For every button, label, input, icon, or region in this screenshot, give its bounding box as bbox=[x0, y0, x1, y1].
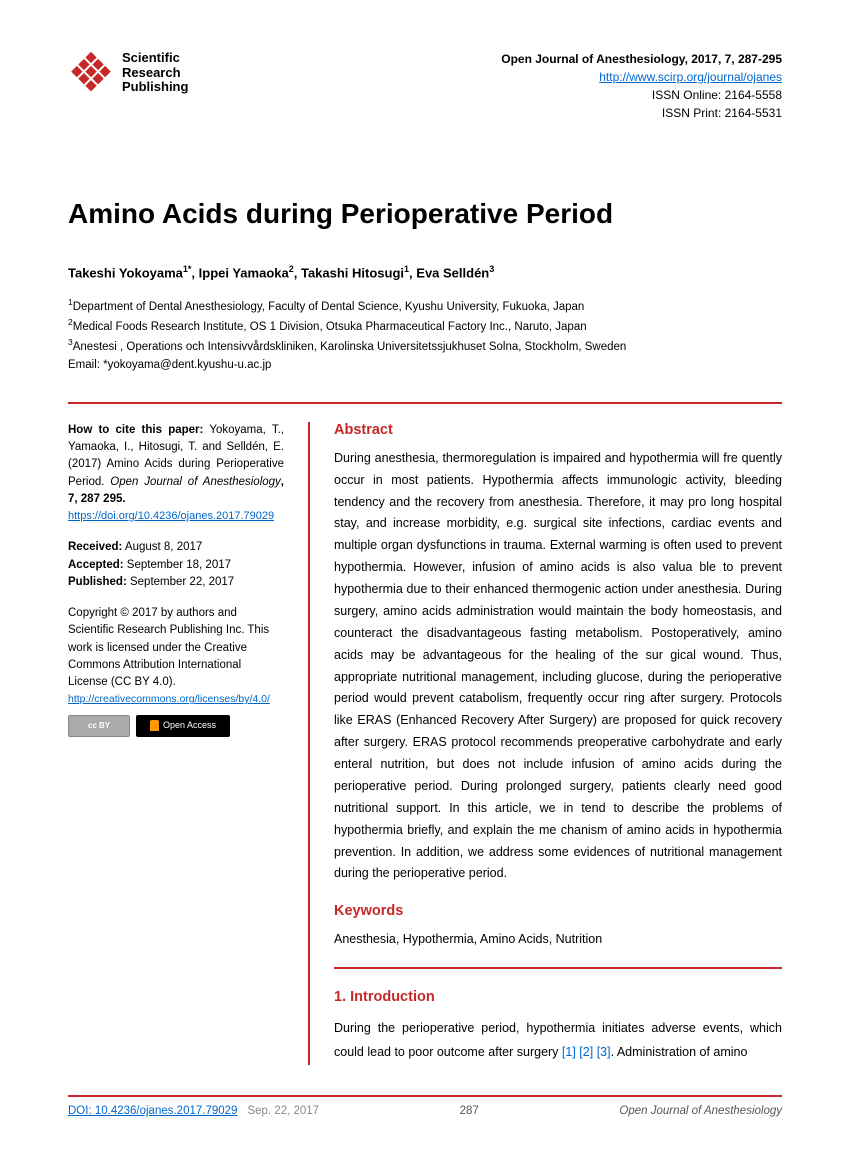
footer-page-number: 287 bbox=[460, 1105, 479, 1117]
article-title: Amino Acids during Perioperative Period bbox=[68, 192, 782, 230]
accepted-date: September 18, 2017 bbox=[124, 559, 231, 571]
section-divider bbox=[334, 967, 782, 969]
publisher-logo-icon bbox=[68, 50, 114, 96]
abstract-heading: Abstract bbox=[334, 422, 782, 438]
received-date: August 8, 2017 bbox=[122, 541, 202, 553]
affiliations: 1Department of Dental Anesthesiology, Fa… bbox=[68, 296, 782, 373]
published-label: Published: bbox=[68, 576, 127, 588]
published-date: September 22, 2017 bbox=[127, 576, 234, 588]
introduction-body: During the perioperative period, hypothe… bbox=[334, 1017, 782, 1065]
publisher-logo-block: Scientific Research Publishing bbox=[68, 50, 188, 96]
page-header: Scientific Research Publishing Open Jour… bbox=[68, 50, 782, 122]
footer-left: DOI: 10.4236/ojanes.2017.79029 Sep. 22, 2… bbox=[68, 1105, 319, 1117]
publisher-name-line3: Publishing bbox=[122, 80, 188, 95]
intro-text-post: . Administration of amino bbox=[611, 1045, 748, 1059]
keywords-heading: Keywords bbox=[334, 903, 782, 919]
keywords-body: Anesthesia, Hypothermia, Amino Acids, Nu… bbox=[334, 929, 782, 949]
sidebar-column: How to cite this paper: Yokoyama, T., Ya… bbox=[68, 422, 284, 1065]
footer-date: Sep. 22, 2017 bbox=[247, 1105, 319, 1117]
ref-link-1[interactable]: [1] bbox=[562, 1045, 576, 1059]
issn-print: ISSN Print: 2164-5531 bbox=[501, 104, 782, 122]
open-access-label: Open Access bbox=[163, 719, 216, 733]
abstract-body: During anesthesia, thermoregulation is i… bbox=[334, 448, 782, 886]
accepted-label: Accepted: bbox=[68, 559, 124, 571]
dates-block: Received: August 8, 2017 Accepted: Septe… bbox=[68, 539, 284, 591]
citation-block: How to cite this paper: Yokoyama, T., Ya… bbox=[68, 422, 284, 526]
introduction-heading: 1. Introduction bbox=[334, 989, 782, 1005]
ref-link-2[interactable]: [2] bbox=[579, 1045, 593, 1059]
cite-label: How to cite this paper: bbox=[68, 424, 203, 436]
cite-doi-link[interactable]: https://doi.org/10.4236/ojanes.2017.7902… bbox=[68, 510, 274, 522]
license-badges: cc BY Open Access bbox=[68, 715, 284, 737]
open-access-badge: Open Access bbox=[136, 715, 230, 737]
authors-line: Takeshi Yokoyama1*, Ippei Yamaoka2, Taka… bbox=[68, 264, 782, 280]
copyright-block: Copyright © 2017 by authors and Scientif… bbox=[68, 605, 284, 709]
main-two-column: How to cite this paper: Yokoyama, T., Ya… bbox=[68, 402, 782, 1065]
journal-reference: Open Journal of Anesthesiology, 2017, 7,… bbox=[501, 50, 782, 68]
publisher-name: Scientific Research Publishing bbox=[122, 51, 188, 96]
ref-link-3[interactable]: [3] bbox=[597, 1045, 611, 1059]
license-link[interactable]: http://creativecommons.org/licenses/by/4… bbox=[68, 693, 270, 705]
publisher-name-line2: Research bbox=[122, 66, 188, 81]
footer-doi-link[interactable]: DOI: 10.4236/ojanes.2017.79029 bbox=[68, 1105, 237, 1117]
cc-by-badge-icon: cc BY bbox=[68, 715, 130, 737]
received-label: Received: bbox=[68, 541, 122, 553]
issn-online: ISSN Online: 2164-5558 bbox=[501, 86, 782, 104]
journal-info: Open Journal of Anesthesiology, 2017, 7,… bbox=[501, 50, 782, 122]
publisher-name-line1: Scientific bbox=[122, 51, 188, 66]
footer-journal-name: Open Journal of Anesthesiology bbox=[619, 1105, 782, 1117]
cite-journal: Open Journal of Anesthesiology bbox=[110, 476, 281, 488]
journal-url-link[interactable]: http://www.scirp.org/journal/ojanes bbox=[599, 70, 782, 84]
page-footer: DOI: 10.4236/ojanes.2017.79029 Sep. 22, 2… bbox=[68, 1095, 782, 1117]
content-column: Abstract During anesthesia, thermoregula… bbox=[308, 422, 782, 1065]
open-access-lock-icon bbox=[150, 720, 159, 731]
copyright-text: Copyright © 2017 by authors and Scientif… bbox=[68, 605, 284, 691]
